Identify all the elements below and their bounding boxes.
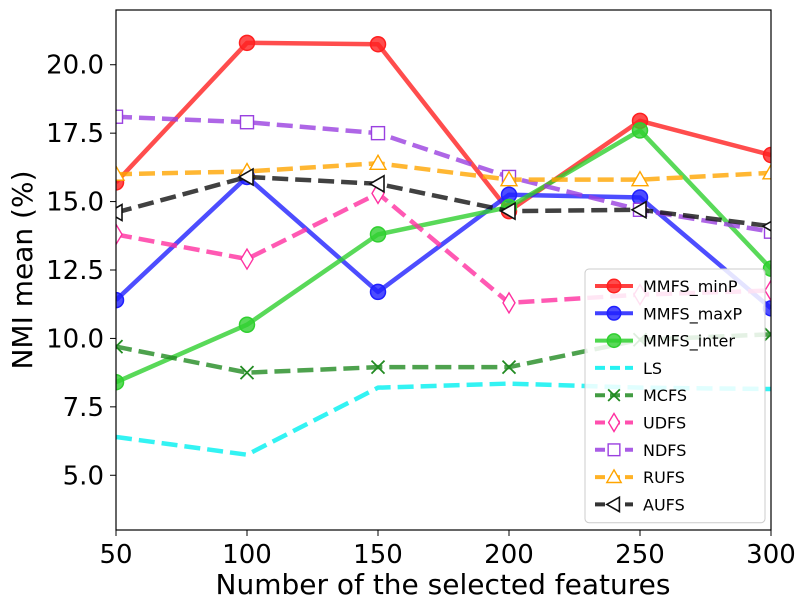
legend-entry-ls: LS [595,359,662,378]
data-point-udfs [240,247,254,271]
x-axis-label: Number of the selected features [216,568,671,600]
legend-entry-udfs: UDFS [595,412,686,433]
data-point-aufs [368,174,385,194]
legend-label: NDFS [643,441,686,460]
data-point-aufs [499,201,516,221]
data-point-aufs [761,220,771,232]
legend-marker [605,468,623,484]
series-mmfs-inter [116,122,771,391]
data-point-rufs [368,153,388,170]
data-point-mmfs-minp [238,34,256,52]
data-point-udfs [116,223,123,246]
legend-entry-mmfs-maxp: MMFS_maxP [595,304,743,324]
series-line-mmfs-inter [116,128,771,385]
legend-entry-rufs: RUFS [595,468,685,487]
legend-entry-ndfs: NDFS [595,441,686,460]
series-line-rufs [116,161,771,182]
x-tick-label: 300 [746,540,796,570]
data-point-rufs [116,164,126,181]
data-point-mmfs-inter [369,226,387,243]
data-point-mcfs [501,360,517,375]
legend-entry-aufs: AUFS [595,495,685,514]
data-point-ndfs [239,115,255,130]
x-tick-label: 50 [99,540,132,570]
legend-entry-mmfs-inter: MMFS_inter [595,332,735,352]
data-point-ndfs [370,125,386,141]
data-point-rufs [761,163,771,180]
data-point-udfs [764,279,771,302]
data-point-udfs [502,291,516,315]
data-point-ndfs [116,109,124,124]
legend: MMFS_minP MMFS_maxP MMFS_inter LS MCFS UDFS ND… [584,268,766,524]
legend-marker [607,388,621,402]
legend-label: MMFS_inter [643,332,735,352]
legend-box [584,268,766,524]
data-point-rufs [499,170,519,187]
legend-marker [606,305,622,321]
legend-entry-mcfs: MCFS [595,386,687,405]
legend-marker [607,443,621,457]
data-point-mmfs-inter [631,122,649,139]
series-line-mmfs-maxp [116,174,771,311]
y-tick-label: 12.5 [46,256,104,286]
legend-label: MMFS_minP [643,277,738,297]
data-point-rufs [630,170,650,187]
data-point-mmfs-inter [116,373,125,391]
legend-marker [606,278,622,294]
y-tick-label: 17.5 [46,119,104,149]
legend-entry-mmfs-minp: MMFS_minP [595,277,738,297]
legend-marker [605,495,621,513]
x-tick-label: 150 [353,540,403,570]
legend-label: MMFS_maxP [643,304,743,324]
data-point-mcfs [116,339,124,354]
series-line-aufs [116,174,771,229]
data-point-aufs [237,167,254,187]
legend-marker [607,412,621,433]
data-point-ndfs [763,224,771,239]
legend-marker [606,333,622,349]
legend-label: AUFS [643,495,685,514]
data-point-aufs [630,200,647,220]
y-axis-label: NMI mean (%) [6,170,39,369]
series-line-mcfs [116,332,771,375]
x-tick-label: 200 [484,540,534,570]
legend-label: RUFS [643,468,685,487]
y-tick-label: 15.0 [46,188,104,218]
data-point-aufs [116,203,123,222]
series-aufs [116,167,771,232]
data-point-mmfs-minp [762,146,771,164]
data-point-mcfs [370,360,386,375]
data-point-mcfs [239,365,255,380]
x-tick-label: 100 [222,540,272,570]
legend-label: MCFS [643,386,687,405]
data-point-mmfs-maxp [116,291,125,309]
x-tick-label: 250 [615,540,665,570]
legend-label: UDFS [643,414,686,433]
data-point-mmfs-maxp [369,283,387,301]
series-line-mmfs-minp [116,40,771,214]
y-tick-label: 7.5 [63,393,104,423]
y-tick-label: 10.0 [46,324,104,354]
legend-label: LS [643,359,662,378]
data-point-mmfs-minp [369,35,387,53]
ticks-layer: 50 100 150 200 250 300 5.0 7.5 10.0 12.5 15.0 17.5 2… [46,51,796,570]
data-point-mcfs [763,327,771,342]
data-point-mmfs-inter [238,316,256,333]
y-tick-label: 5.0 [63,461,104,491]
y-tick-label: 20.0 [46,51,104,81]
